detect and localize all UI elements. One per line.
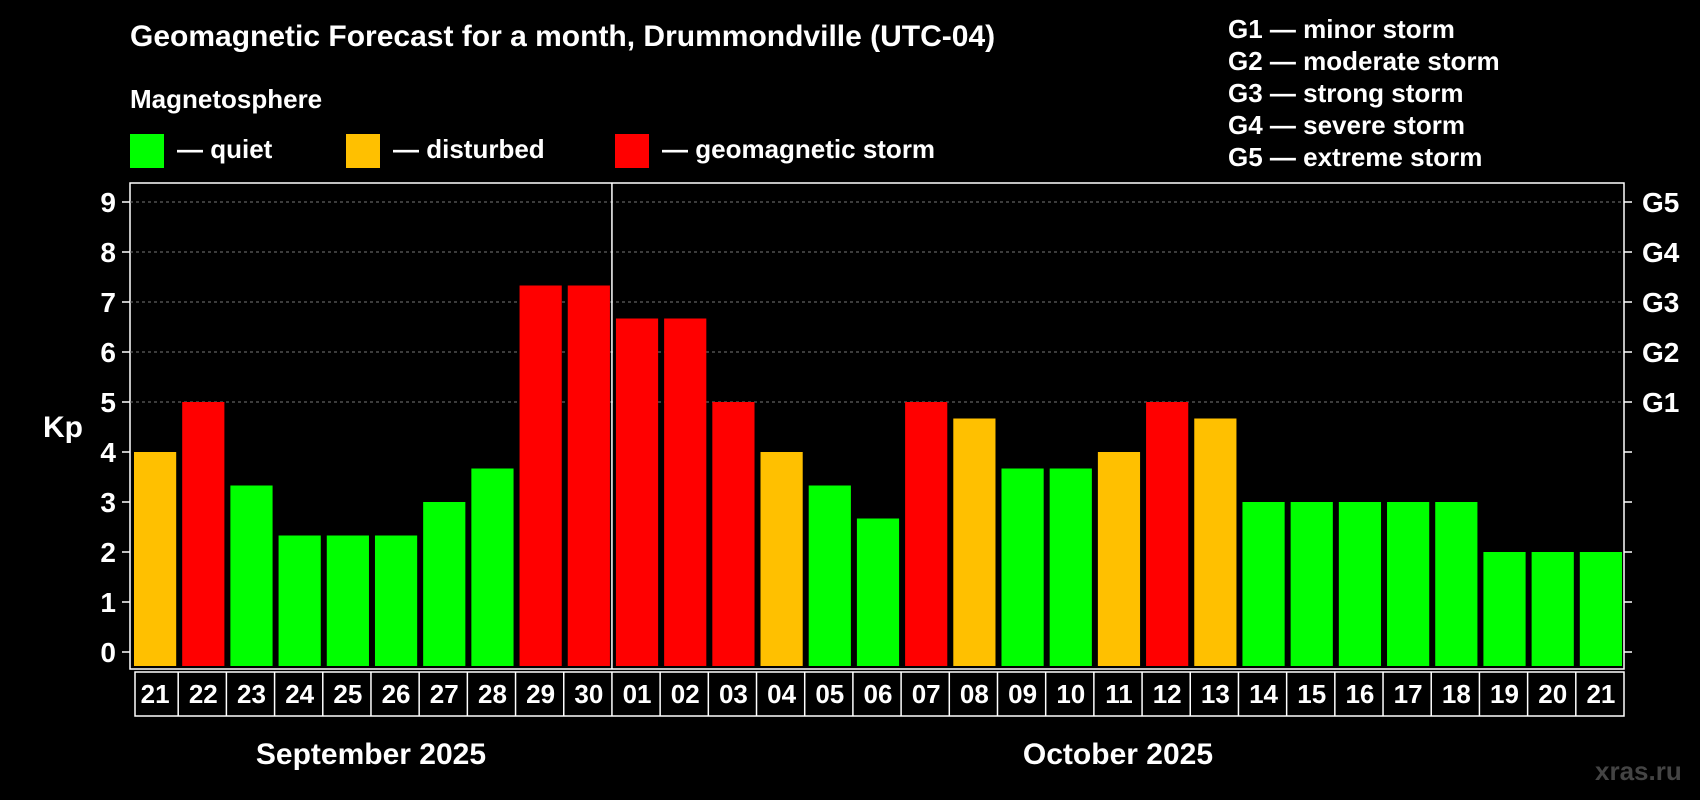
storm-scale-g5: G5 — extreme storm — [1228, 142, 1483, 172]
x-tick-label-0: 21 — [141, 679, 170, 709]
x-tick-label-25: 16 — [1345, 679, 1374, 709]
bar-13 — [760, 452, 803, 666]
chart-title: Geomagnetic Forecast for a month, Drummo… — [130, 20, 996, 53]
x-tick-label-23: 14 — [1249, 679, 1278, 709]
y-tick-label-7: 7 — [100, 287, 116, 318]
x-tick-label-13: 04 — [767, 679, 796, 709]
right-tick-label-g3: G3 — [1642, 287, 1679, 318]
y-axis-label: Kp — [43, 411, 83, 444]
month-label-0: September 2025 — [256, 738, 486, 771]
legend-swatch-disturbed — [346, 134, 380, 168]
right-tick-label-g5: G5 — [1642, 187, 1679, 218]
y-tick-label-8: 8 — [100, 237, 116, 268]
x-tick-label-26: 17 — [1394, 679, 1423, 709]
x-tick-label-10: 01 — [623, 679, 652, 709]
storm-scale-g2: G2 — moderate storm — [1228, 46, 1500, 76]
x-tick-label-29: 20 — [1538, 679, 1567, 709]
bar-2 — [230, 485, 273, 666]
bar-21 — [1146, 402, 1189, 666]
bar-27 — [1435, 502, 1478, 666]
x-tick-label-28: 19 — [1490, 679, 1519, 709]
y-tick-label-9: 9 — [100, 187, 116, 218]
x-tick-label-30: 21 — [1586, 679, 1615, 709]
x-tick-label-17: 08 — [960, 679, 989, 709]
storm-scale-g3: G3 — strong storm — [1228, 78, 1464, 108]
x-tick-label-4: 25 — [333, 679, 362, 709]
bar-7 — [471, 468, 514, 666]
x-tick-label-9: 30 — [574, 679, 603, 709]
bar-18 — [1001, 468, 1044, 666]
bar-3 — [278, 535, 321, 666]
x-tick-label-16: 07 — [912, 679, 941, 709]
bar-0 — [134, 452, 177, 666]
x-tick-label-5: 26 — [382, 679, 411, 709]
x-tick-label-1: 22 — [189, 679, 218, 709]
y-tick-label-1: 1 — [100, 587, 116, 618]
bar-5 — [374, 535, 418, 666]
y-tick-label-2: 2 — [100, 537, 116, 568]
bar-15 — [856, 518, 900, 666]
date-row-frame — [134, 671, 1625, 717]
x-tick-label-11: 02 — [671, 679, 700, 709]
legend-label-quiet: — quiet — [177, 134, 273, 164]
storm-scale-g1: G1 — minor storm — [1228, 14, 1455, 44]
month-label-1: October 2025 — [1023, 738, 1213, 771]
bar-29 — [1531, 552, 1574, 666]
bar-10 — [615, 318, 659, 666]
legend-label-storm: — geomagnetic storm — [662, 134, 936, 164]
x-tick-label-18: 09 — [1008, 679, 1037, 709]
x-tick-label-19: 10 — [1056, 679, 1085, 709]
bar-17 — [953, 418, 996, 666]
x-tick-label-12: 03 — [719, 679, 748, 709]
bar-24 — [1290, 502, 1333, 666]
x-tick-label-15: 06 — [864, 679, 893, 709]
y-tick-label-3: 3 — [100, 487, 116, 518]
x-tick-label-2: 23 — [237, 679, 266, 709]
bar-23 — [1242, 502, 1285, 666]
x-tick-label-24: 15 — [1297, 679, 1326, 709]
x-tick-label-8: 29 — [526, 679, 555, 709]
bar-16 — [905, 402, 948, 666]
bar-9 — [567, 285, 610, 666]
y-tick-label-6: 6 — [100, 337, 116, 368]
bar-1 — [182, 402, 225, 666]
bar-4 — [326, 535, 369, 666]
legend-swatch-quiet — [130, 134, 164, 168]
bar-11 — [664, 318, 707, 666]
storm-scale-g4: G4 — severe storm — [1228, 110, 1466, 140]
magnetosphere-label: Magnetosphere — [130, 84, 323, 114]
bar-26 — [1387, 502, 1430, 666]
legend-label-disturbed: — disturbed — [393, 134, 545, 164]
y-tick-label-4: 4 — [100, 437, 116, 468]
right-tick-label-g2: G2 — [1642, 337, 1679, 368]
legend-swatch-storm — [615, 134, 649, 168]
y-tick-label-0: 0 — [100, 637, 116, 668]
x-tick-label-14: 05 — [815, 679, 844, 709]
x-tick-label-22: 13 — [1201, 679, 1230, 709]
bar-12 — [712, 402, 755, 666]
bar-28 — [1483, 552, 1526, 666]
bar-6 — [423, 502, 466, 666]
x-tick-label-6: 27 — [430, 679, 459, 709]
x-tick-label-21: 12 — [1153, 679, 1182, 709]
bar-19 — [1049, 468, 1092, 666]
x-tick-label-3: 24 — [285, 679, 314, 709]
bar-20 — [1097, 452, 1141, 666]
right-tick-label-g4: G4 — [1642, 237, 1680, 268]
plot-frame — [129, 182, 1625, 670]
x-tick-label-20: 11 — [1105, 679, 1133, 709]
bar-22 — [1194, 418, 1237, 666]
bar-30 — [1579, 552, 1622, 666]
bar-25 — [1338, 502, 1382, 666]
right-tick-label-g1: G1 — [1642, 387, 1679, 418]
bar-8 — [519, 285, 562, 666]
bar-14 — [808, 485, 851, 666]
watermark: xras.ru — [1595, 756, 1682, 786]
y-tick-label-5: 5 — [100, 387, 116, 418]
x-tick-label-7: 28 — [478, 679, 507, 709]
x-tick-label-27: 18 — [1442, 679, 1471, 709]
